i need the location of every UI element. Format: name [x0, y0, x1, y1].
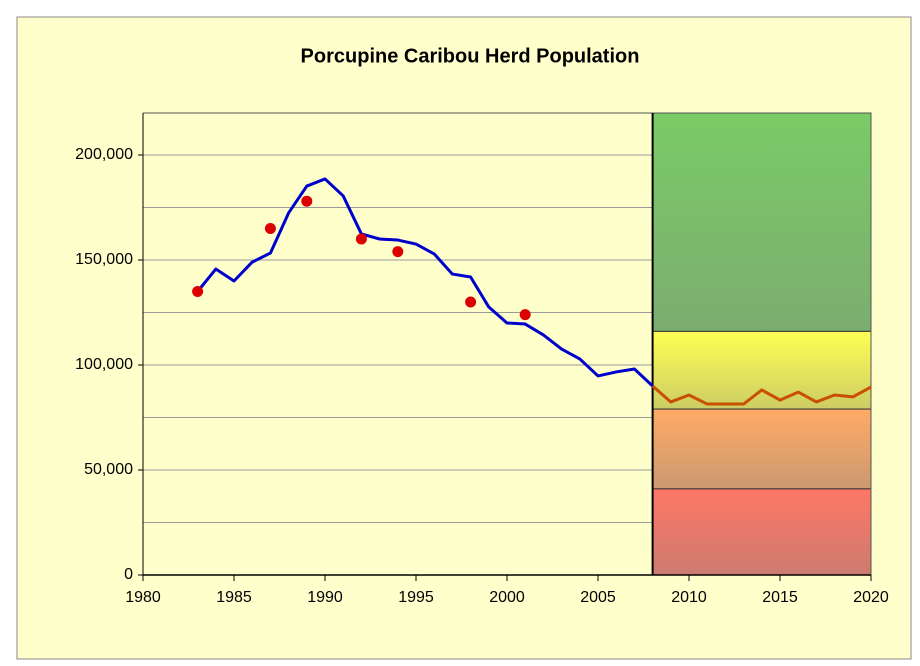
- data-point: [465, 296, 477, 308]
- band: [652, 408, 872, 490]
- x-tick-label: 1980: [125, 589, 161, 606]
- x-tick-label: 2015: [762, 589, 798, 606]
- data-point: [355, 233, 367, 245]
- x-tick-label: 1985: [216, 589, 252, 606]
- band: [652, 112, 872, 332]
- y-tick-label: 0: [124, 566, 133, 583]
- data-point: [301, 195, 313, 207]
- band: [652, 488, 872, 576]
- data-point: [519, 309, 531, 321]
- y-tick-label: 150,000: [75, 251, 133, 268]
- data-point: [264, 223, 276, 234]
- chart-title: Porcupine Caribou Herd Population: [301, 45, 640, 67]
- x-tick-label: 2010: [671, 589, 707, 606]
- x-tick-label: 1990: [307, 589, 343, 606]
- data-point: [392, 246, 404, 258]
- x-tick-label: 2005: [580, 589, 616, 606]
- y-tick-label: 50,000: [84, 461, 133, 478]
- y-tick-label: 200,000: [75, 146, 133, 163]
- x-tick-label: 2000: [489, 589, 525, 606]
- x-tick-label: 1995: [398, 589, 434, 606]
- data-point: [192, 286, 204, 297]
- series-line: [651, 384, 872, 406]
- x-tick-label: 2020: [853, 589, 889, 606]
- y-tick-label: 100,000: [75, 356, 133, 373]
- series-line: [196, 177, 654, 388]
